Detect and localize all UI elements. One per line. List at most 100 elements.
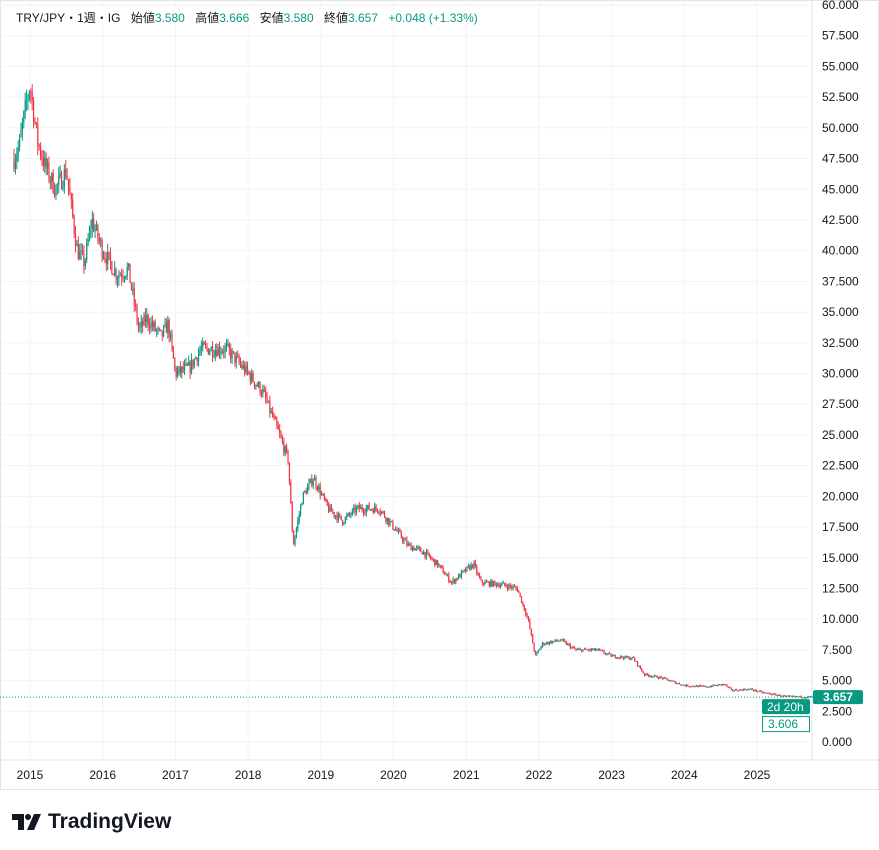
- candle-body: [223, 351, 225, 353]
- candle-body: [95, 225, 98, 230]
- y-tick-label: 25.000: [822, 428, 859, 442]
- candle-body: [90, 228, 92, 230]
- candle-body: [316, 486, 318, 490]
- candle-body: [160, 329, 162, 331]
- candle-body: [353, 507, 355, 510]
- candle-body: [772, 693, 774, 695]
- candle-body: [683, 684, 685, 686]
- candle-body: [371, 509, 373, 511]
- candle-body: [249, 373, 251, 382]
- candle-body: [186, 363, 188, 366]
- candle-body: [23, 111, 25, 123]
- candle-body: [266, 398, 268, 403]
- candle-body: [63, 169, 65, 187]
- candle-body: [715, 685, 717, 687]
- candle-body: [432, 558, 435, 560]
- candle-body: [410, 544, 412, 551]
- tradingview-logo[interactable]: TradingView: [12, 810, 171, 834]
- y-tick-label: 47.500: [822, 152, 859, 166]
- candle-body: [466, 566, 468, 572]
- candle-body: [526, 614, 528, 617]
- candle-body: [369, 509, 372, 511]
- candle-body: [523, 604, 525, 611]
- candle-body: [386, 517, 388, 522]
- y-tick-label: 2.500: [822, 704, 852, 718]
- candle-body: [153, 322, 155, 327]
- candle-body: [451, 581, 453, 583]
- candle-body: [554, 639, 556, 642]
- candle-body: [572, 647, 574, 649]
- candle-body: [379, 512, 381, 514]
- candle-body: [793, 695, 795, 697]
- candle-body: [392, 521, 394, 529]
- candle-body: [333, 512, 335, 517]
- candle-body: [245, 365, 247, 373]
- candle-body: [178, 366, 180, 371]
- candle-body: [437, 560, 439, 567]
- candle-body: [646, 673, 648, 675]
- candle-body: [122, 277, 124, 279]
- candle-body: [42, 159, 44, 167]
- candle-body: [293, 530, 295, 545]
- candle-body: [453, 579, 456, 583]
- candle-body: [592, 649, 594, 651]
- candle-body: [765, 692, 767, 694]
- candle-body: [181, 366, 183, 373]
- candle-body: [167, 320, 169, 334]
- candle-body: [421, 551, 423, 555]
- candle-body: [318, 486, 320, 490]
- candle-body: [295, 528, 298, 537]
- high-label: 高値: [195, 11, 220, 25]
- candle-body: [132, 288, 134, 290]
- candlestick-chart[interactable]: 0.000 2.500 5.000 7.500 10.000 12.500 15.000 17…: [0, 0, 879, 790]
- candle-body: [469, 565, 471, 570]
- candle-body: [203, 342, 205, 345]
- candle-body: [574, 647, 576, 650]
- candle-body: [60, 173, 63, 189]
- candle-body: [246, 365, 249, 372]
- candle-body: [400, 531, 402, 538]
- candle-body: [165, 323, 167, 334]
- x-tick-label: 2020: [380, 768, 407, 782]
- candle-body: [624, 656, 626, 659]
- candle-body: [193, 359, 195, 367]
- candle-body: [28, 91, 30, 99]
- candle-body: [129, 263, 131, 283]
- candle-body: [163, 326, 165, 336]
- candle-body: [272, 411, 274, 417]
- candle-body: [423, 551, 425, 555]
- candle-body: [727, 686, 730, 688]
- candle-body: [185, 363, 187, 365]
- candle-body: [413, 547, 415, 551]
- y-tick-label: 45.000: [822, 182, 859, 196]
- candle-body: [487, 581, 489, 583]
- candle-body: [655, 675, 657, 677]
- candle-body: [543, 642, 545, 645]
- candle-body: [291, 503, 293, 531]
- candle-body: [430, 556, 432, 559]
- candle-body: [663, 677, 665, 679]
- x-tick-label: 2015: [17, 768, 44, 782]
- candle-body: [300, 505, 302, 515]
- candle-body: [627, 656, 629, 658]
- candle-body: [548, 641, 551, 644]
- candle-body: [259, 382, 261, 394]
- candle-body: [729, 687, 731, 689]
- open-value: 3.580: [154, 11, 185, 25]
- legend-header: TRY/JPY・1週・IG 始値3.580 高値3.666 安値3.580 終値…: [16, 9, 478, 26]
- candle-body: [31, 92, 33, 101]
- symbol-label[interactable]: TRY/JPY・1週・IG: [16, 11, 121, 25]
- candle-body: [86, 243, 88, 261]
- candle-body: [506, 586, 509, 589]
- candle-body: [200, 347, 202, 351]
- candle-body: [726, 684, 728, 687]
- candle-body: [650, 676, 653, 678]
- candle-body: [455, 578, 457, 583]
- candle-body: [595, 648, 597, 651]
- candle-body: [699, 685, 702, 687]
- candle-body: [301, 503, 303, 506]
- y-tick-label: 50.000: [822, 121, 859, 135]
- candle-body: [569, 644, 572, 649]
- candle-body: [227, 344, 229, 346]
- candle-body: [276, 419, 278, 426]
